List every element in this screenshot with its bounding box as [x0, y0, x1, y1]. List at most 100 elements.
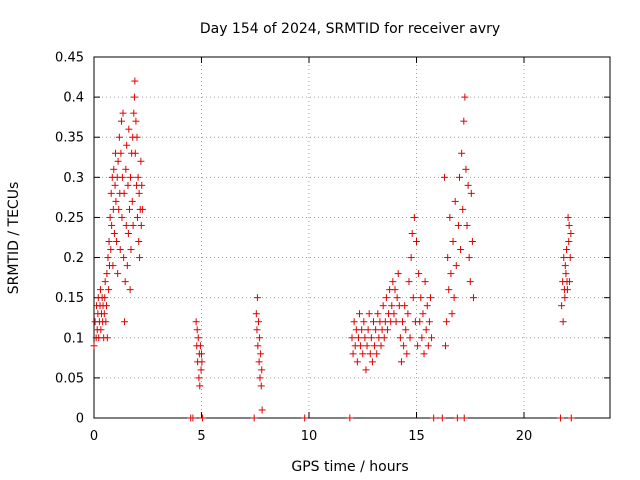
data-point	[465, 254, 473, 262]
data-point	[115, 205, 123, 213]
data-point	[107, 246, 115, 254]
data-point	[115, 133, 123, 141]
data-point	[356, 310, 364, 318]
data-point	[467, 189, 475, 197]
data-point	[101, 294, 109, 302]
data-point	[137, 157, 145, 165]
data-point	[393, 294, 401, 302]
data-point	[125, 205, 133, 213]
data-point	[418, 334, 426, 342]
data-point	[253, 294, 261, 302]
data-point	[255, 358, 263, 366]
data-point	[409, 294, 417, 302]
data-point	[254, 318, 262, 326]
data-point	[383, 326, 391, 334]
data-point	[559, 318, 567, 326]
data-point	[250, 414, 258, 422]
data-point	[457, 246, 465, 254]
data-point	[428, 334, 436, 342]
y-tick-label: 0.3	[63, 171, 84, 186]
data-point	[301, 414, 309, 422]
data-point	[131, 149, 139, 157]
data-point	[359, 350, 367, 358]
data-point	[438, 414, 446, 422]
data-point	[468, 238, 476, 246]
y-tick-label: 0.05	[55, 371, 84, 386]
data-point	[118, 213, 126, 221]
data-point	[367, 334, 375, 342]
data-point	[405, 278, 413, 286]
data-point	[350, 318, 358, 326]
data-point	[134, 173, 142, 181]
data-point	[446, 213, 454, 221]
y-axis-label: SRMTID / TECUs	[6, 182, 22, 295]
data-point	[198, 350, 205, 358]
data-point	[112, 197, 120, 205]
data-point	[440, 173, 448, 181]
data-point	[454, 221, 462, 229]
data-point	[110, 229, 118, 237]
data-point	[460, 414, 468, 422]
data-point	[105, 286, 113, 294]
data-point	[105, 238, 113, 246]
data-point	[196, 382, 204, 390]
data-point	[114, 270, 122, 278]
data-point	[447, 270, 455, 278]
data-point	[123, 262, 131, 270]
data-point	[401, 302, 409, 310]
data-point	[254, 342, 262, 350]
data-point	[373, 350, 381, 358]
data-point	[414, 342, 422, 350]
data-point	[391, 286, 399, 294]
data-point	[417, 294, 425, 302]
data-point	[106, 213, 114, 221]
data-point	[422, 326, 430, 334]
data-point	[442, 342, 450, 350]
data-point	[566, 254, 574, 262]
data-point	[193, 326, 201, 334]
data-point	[365, 310, 373, 318]
plot-frame	[93, 56, 611, 419]
data-point	[101, 278, 109, 286]
data-point	[452, 262, 460, 270]
data-point	[126, 286, 134, 294]
data-point	[453, 414, 461, 422]
data-point	[195, 374, 203, 382]
data-point	[132, 117, 140, 125]
data-point	[256, 334, 264, 342]
data-point	[124, 229, 132, 237]
data-point	[104, 254, 112, 262]
data-point	[123, 141, 131, 149]
data-point	[410, 213, 418, 221]
data-point	[462, 165, 470, 173]
data-point	[416, 318, 424, 326]
data-point	[102, 318, 110, 326]
data-point	[349, 350, 357, 358]
data-point	[124, 181, 132, 189]
data-point	[116, 246, 124, 254]
data-point	[198, 358, 206, 366]
data-point	[464, 181, 472, 189]
data-point	[443, 318, 451, 326]
data-point	[459, 205, 467, 213]
data-point	[567, 229, 575, 237]
data-point	[403, 350, 411, 358]
data-point	[253, 326, 261, 334]
x-tick-label: 20	[516, 429, 533, 444]
data-point	[460, 117, 468, 125]
data-point	[257, 382, 265, 390]
data-point	[421, 278, 429, 286]
data-point	[413, 238, 420, 246]
data-point	[382, 294, 390, 302]
data-point	[138, 181, 146, 189]
data-point	[113, 238, 121, 246]
data-point	[103, 270, 111, 278]
data-point	[125, 125, 133, 133]
data-point	[121, 318, 129, 326]
data-point	[192, 318, 200, 326]
data-point	[114, 157, 122, 165]
data-point	[107, 189, 115, 197]
data-point	[362, 366, 370, 374]
data-point	[430, 414, 438, 422]
